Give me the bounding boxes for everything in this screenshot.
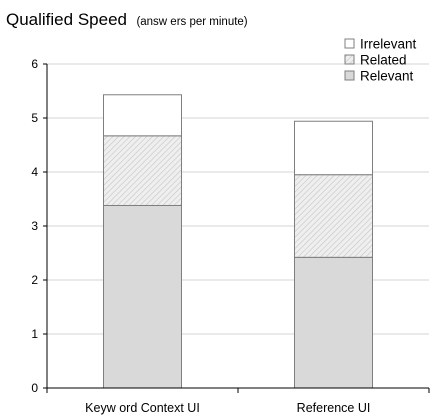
chart-title: Qualified Speed (answ ers per minute) [6, 10, 248, 29]
legend-swatch-related [344, 54, 355, 65]
bar-segment-related [103, 135, 182, 206]
y-tick-labels: 0 1 2 3 4 5 6 [31, 57, 38, 395]
legend-label-related: Related [360, 53, 407, 68]
bar-segment-irrelevant [294, 120, 373, 176]
y-tick-label: 1 [31, 327, 38, 341]
legend-label-irrelevant: Irrelevant [360, 37, 417, 52]
chart-title-main: Qualified Speed [6, 10, 127, 29]
x-tick-label: Keyw ord Context UI [85, 401, 200, 415]
x-tick-labels: Keyw ord Context UI Reference UI [85, 401, 370, 415]
bar-segment-relevant [103, 204, 182, 389]
chart-subtitle: (answ ers per minute) [136, 16, 247, 28]
y-tick-label: 6 [31, 57, 38, 71]
bar-segment-relevant [294, 256, 373, 389]
legend-label-relevant: Relevant [360, 69, 414, 84]
y-tick-label: 0 [31, 381, 38, 395]
y-tick-label: 5 [31, 111, 38, 125]
legend-swatch-relevant [344, 70, 355, 81]
y-tick-label: 2 [31, 273, 38, 287]
axes [43, 63, 430, 393]
bars [103, 94, 373, 389]
y-tick-label: 3 [31, 219, 38, 233]
y-tick-label: 4 [31, 165, 38, 179]
legend-swatch-irrelevant [344, 38, 355, 49]
x-tick-label: Reference UI [297, 401, 371, 415]
bar-segment-irrelevant [103, 94, 182, 137]
bar-segment-related [294, 174, 373, 258]
